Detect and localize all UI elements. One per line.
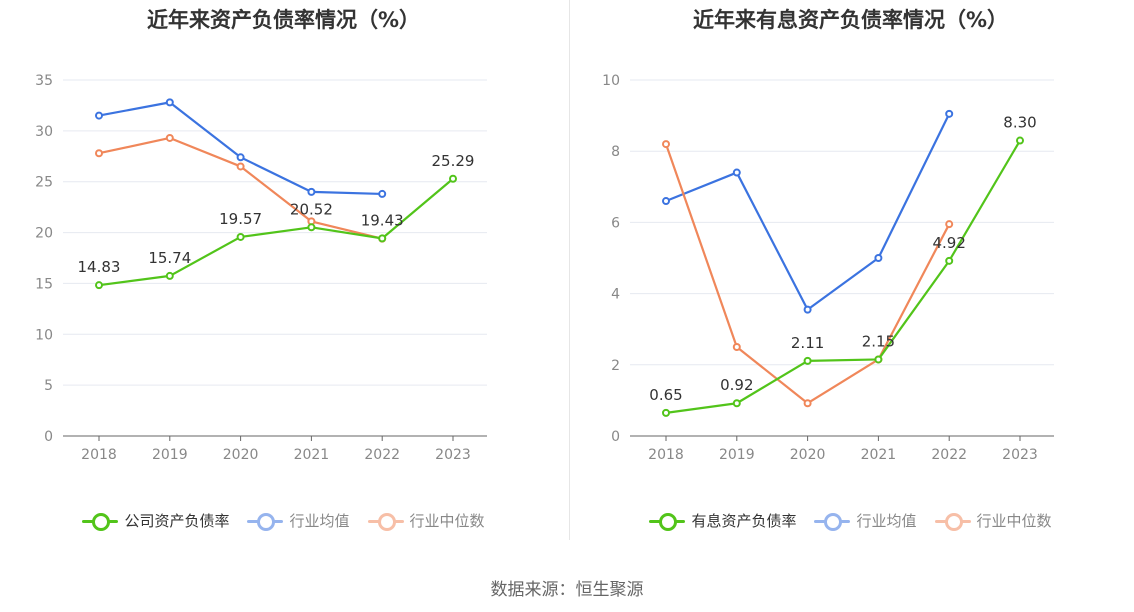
x-tick-label: 2021 (294, 447, 330, 463)
chart-left: 近年来资产负债率情况（%） 0 5 10 15 20 25 30 35 2018 2019 2020… (0, 0, 567, 560)
x-tick-label: 2023 (1002, 447, 1038, 463)
legend-item[interactable]: 行业中位数 (367, 510, 485, 531)
series-line (665, 113, 951, 311)
legend-swatch-icon (367, 512, 404, 531)
legend-label: 行业均值 (856, 512, 917, 530)
data-point (378, 189, 387, 198)
y-tick-label: 6 (611, 215, 620, 231)
data-point (803, 356, 812, 365)
data-point (95, 111, 103, 120)
data-label: 19.57 (219, 210, 262, 228)
data-label: 14.83 (78, 258, 121, 276)
x-tick-label: 2018 (81, 447, 117, 463)
y-tick-label: 10 (35, 327, 53, 343)
data-point (803, 399, 812, 408)
data-point (165, 98, 174, 107)
legend-item[interactable]: 行业中位数 (934, 510, 1052, 531)
legend-label: 公司资产负债率 (124, 512, 230, 530)
data-point (165, 271, 174, 280)
data-point (236, 153, 245, 162)
data-point (874, 254, 883, 262)
data-point (662, 408, 670, 417)
data-point (803, 305, 812, 314)
legend-label: 行业中位数 (409, 512, 485, 530)
x-tick-label: 2020 (223, 447, 259, 463)
data-point (165, 133, 174, 142)
legend-swatch-icon (649, 512, 686, 531)
series-line (665, 139, 1021, 414)
legend-item[interactable]: 有息资产负债率 (649, 510, 796, 531)
data-point (307, 223, 316, 232)
y-tick-label: 4 (611, 287, 620, 303)
data-point (449, 174, 457, 183)
data-point (732, 399, 741, 408)
y-tick-label: 8 (611, 144, 620, 160)
data-point (236, 162, 245, 171)
data-label: 2.15 (862, 332, 895, 350)
series-line (98, 177, 454, 287)
legend-label: 行业中位数 (976, 512, 1052, 530)
legend-label: 有息资产负债率 (691, 512, 797, 530)
series-line (98, 101, 383, 196)
data-point (945, 220, 954, 229)
legend-swatch-icon (247, 512, 284, 531)
data-label: 20.52 (290, 200, 333, 218)
y-tick-label: 35 (35, 73, 53, 89)
x-tick-label: 2020 (790, 447, 826, 463)
y-tick-label: 30 (35, 124, 53, 140)
y-tick-label: 15 (35, 276, 53, 292)
data-point (378, 234, 387, 243)
data-label: 15.74 (148, 249, 191, 267)
chart-plot-area: 0 2 4 6 8 10 2018 2019 2020 2021 2022 2023 0.65 0.92 2… (602, 73, 1054, 463)
data-point (1016, 136, 1024, 145)
data-point (945, 256, 954, 265)
y-tick-label: 5 (44, 378, 53, 394)
data-label: 8.30 (1003, 114, 1036, 132)
chart-divider (569, 0, 570, 540)
x-tick-label: 2023 (435, 447, 471, 463)
legend-swatch-icon (814, 512, 851, 531)
data-point (95, 281, 103, 290)
data-label: 2.11 (791, 334, 824, 352)
data-label: 25.29 (432, 152, 475, 170)
data-label: 0.65 (649, 386, 682, 404)
data-label: 19.43 (361, 211, 404, 229)
x-tick-label: 2018 (648, 447, 684, 463)
y-tick-label: 10 (602, 73, 620, 89)
chart-title: 近年来资产负债率情况（%） (146, 8, 421, 32)
legend-item[interactable]: 行业均值 (814, 510, 917, 531)
y-tick-label: 20 (35, 226, 53, 242)
data-point (662, 197, 670, 206)
data-point (662, 140, 670, 149)
x-tick-label: 2021 (861, 447, 897, 463)
data-point (874, 355, 883, 364)
y-tick-label: 0 (611, 429, 620, 445)
y-tick-label: 0 (44, 429, 53, 445)
chart-title: 近年来有息资产负债率情况（%） (692, 8, 1009, 32)
y-tick-label: 2 (611, 358, 620, 374)
data-point (945, 109, 954, 118)
x-tick-label: 2022 (364, 447, 400, 463)
x-tick-label: 2019 (152, 447, 188, 463)
legend-item[interactable]: 行业均值 (247, 510, 350, 531)
x-tick-label: 2022 (931, 447, 967, 463)
legend-item[interactable]: 公司资产负债率 (82, 510, 229, 531)
legend-swatch-icon (82, 512, 119, 531)
data-label: 0.92 (720, 376, 753, 394)
data-point (95, 149, 103, 158)
data-point (732, 168, 741, 177)
chart-plot-area: 0 5 10 15 20 25 30 35 2018 2019 2020 2021 2022 2023 14… (35, 73, 487, 463)
x-tick-label: 2019 (719, 447, 755, 463)
data-source-note: 数据来源：恒生聚源 (490, 580, 644, 600)
legend-swatch-icon (934, 512, 971, 531)
chart-legend: 有息资产负债率 行业均值 行业中位数 (567, 510, 1134, 531)
chart-right: 近年来有息资产负债率情况（%） 0 2 4 6 8 10 2018 2019 2020 2021 2… (567, 0, 1134, 560)
y-tick-label: 25 (35, 175, 53, 191)
legend-label: 行业均值 (289, 512, 350, 530)
data-label: 4.92 (932, 234, 965, 252)
data-point (732, 343, 741, 351)
chart-legend: 公司资产负债率 行业均值 行业中位数 (0, 510, 567, 531)
data-point (307, 187, 316, 196)
data-point (236, 232, 245, 241)
